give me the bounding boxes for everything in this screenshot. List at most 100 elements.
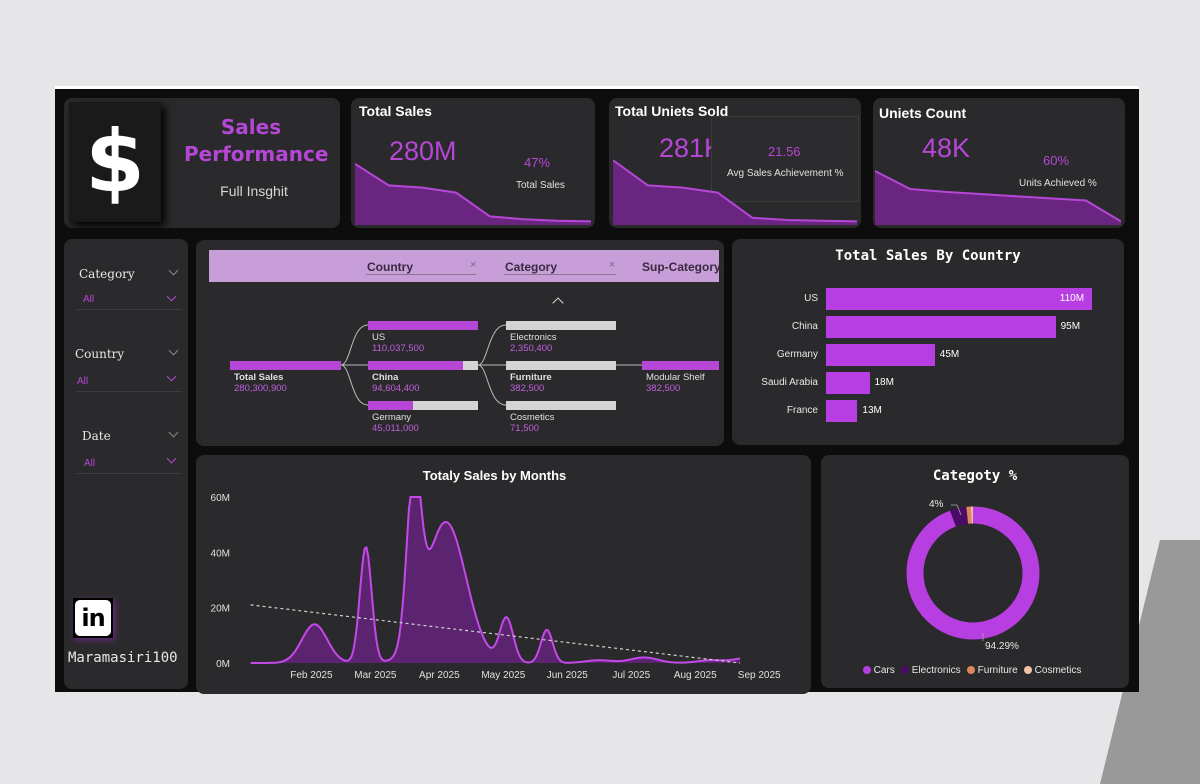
country-bar[interactable] bbox=[826, 372, 870, 394]
legend-label: Electronics bbox=[911, 665, 961, 676]
chart-title: Categoty % bbox=[932, 468, 1018, 484]
donut-label-small: 4% bbox=[929, 499, 944, 510]
monthly-area-chart[interactable]: 60M 40M 20M 0M Feb 2025 Mar 2025 Apr 2025 May 2… bbox=[196, 455, 811, 694]
legend-label: Cars bbox=[873, 665, 895, 676]
country-bar[interactable] bbox=[826, 400, 858, 422]
chart-title: Totaly Sales by Months bbox=[422, 468, 567, 483]
slicer-panel: Category All Country All Date All in Mar… bbox=[64, 239, 188, 689]
legend-item[interactable]: Cars bbox=[862, 665, 895, 676]
chevron-down-icon[interactable] bbox=[168, 265, 179, 276]
x-tick-label: Aug 2025 bbox=[674, 670, 717, 681]
country-label: US bbox=[804, 293, 818, 304]
category-donut-chart[interactable] bbox=[821, 455, 1129, 688]
tree-subcategory-value: 382,500 bbox=[646, 383, 681, 394]
tree-category-label: Electronics bbox=[510, 332, 557, 343]
kpi-percent-label: Avg Sales Achievement % bbox=[727, 168, 844, 179]
donut-label-big: 94.29% bbox=[985, 641, 1019, 652]
country-bar[interactable] bbox=[826, 344, 935, 366]
x-tick-label: May 2025 bbox=[481, 670, 525, 681]
area-fill bbox=[250, 497, 740, 663]
divider bbox=[504, 274, 616, 275]
tree-category-value: 382,500 bbox=[510, 383, 545, 394]
country-bar[interactable] bbox=[826, 316, 1056, 338]
tree-header-category[interactable]: Category bbox=[505, 260, 558, 274]
tree-root-value: 280,300,900 bbox=[234, 383, 287, 394]
chart-title: Total Sales By Country bbox=[835, 248, 1021, 264]
slicer-country-label: Country bbox=[75, 347, 125, 361]
kpi-area-fill bbox=[355, 163, 591, 225]
kpi-trend-area bbox=[613, 159, 857, 225]
kpi-card-units-sold[interactable]: Total Uniets Sold 281K 21.56 Avg Sales A… bbox=[609, 98, 861, 228]
tree-country-value: 94,604,400 bbox=[372, 383, 420, 394]
divider bbox=[366, 274, 476, 275]
slicer-category-value: All bbox=[83, 294, 95, 305]
area-line bbox=[250, 496, 741, 664]
country-chart-card: Total Sales By Country US 110M China 95M Ger… bbox=[732, 239, 1124, 445]
legend-item[interactable]: Electronics bbox=[900, 665, 961, 676]
tree-header-subcategory[interactable]: Sup-Category bbox=[642, 260, 721, 274]
legend-swatch bbox=[1023, 666, 1032, 674]
linkedin-handle[interactable]: Maramasiri100 bbox=[68, 650, 178, 666]
linkedin-icon[interactable]: in bbox=[73, 598, 113, 638]
legend-swatch bbox=[966, 666, 975, 674]
y-tick-label: 60M bbox=[211, 493, 230, 504]
kpi-percent: 21.56 bbox=[768, 144, 801, 159]
tree-root-label: Total Sales bbox=[234, 372, 284, 383]
tree-connectors bbox=[340, 324, 642, 406]
tree-country-bar[interactable] bbox=[368, 401, 478, 410]
kpi-card-units-count[interactable]: Uniets Count 48K 60% Units Achieved % bbox=[873, 98, 1125, 228]
tree-category-label: Cosmetics bbox=[510, 412, 555, 423]
kpi-area-line bbox=[613, 159, 857, 223]
country-label: Germany bbox=[776, 349, 818, 360]
tree-subcategory-bar[interactable] bbox=[642, 361, 719, 370]
tree-country-bar-fill bbox=[368, 321, 478, 330]
country-value-label: 45M bbox=[939, 349, 960, 360]
kpi-card-total-sales[interactable]: Total Sales 280M 47% Total Sales bbox=[351, 98, 595, 228]
x-tick-label: Mar 2025 bbox=[354, 670, 397, 681]
country-label: China bbox=[791, 321, 818, 332]
country-bar[interactable] bbox=[826, 288, 1092, 310]
legend-item[interactable]: Cosmetics bbox=[1023, 665, 1082, 676]
page-title-line1: Sales bbox=[220, 115, 282, 139]
close-icon[interactable]: × bbox=[609, 259, 616, 271]
kpi-percent-label: Total Sales bbox=[516, 180, 565, 191]
chart-legend: Cars Electronics Furniture Cosmetics bbox=[821, 665, 1129, 676]
slicer-country-dropdown[interactable] bbox=[76, 371, 182, 391]
kpi-percent-label: Units Achieved % bbox=[1019, 178, 1097, 189]
decomposition-tree: Country × Category × Sup-Category Total … bbox=[196, 240, 724, 446]
tree-category-value: 71,500 bbox=[510, 423, 540, 434]
label-leader bbox=[951, 504, 962, 516]
legend-swatch bbox=[862, 666, 871, 674]
close-icon[interactable]: × bbox=[470, 259, 477, 271]
donut-slice[interactable] bbox=[906, 506, 1040, 640]
kpi-overlay-box bbox=[711, 116, 859, 202]
tree-country-value: 45,011,000 bbox=[372, 423, 419, 434]
tree-header-country[interactable]: Country bbox=[367, 260, 413, 274]
divider bbox=[76, 309, 182, 310]
kpi-value: 280M bbox=[389, 136, 457, 166]
tree-subcategory-label: Modular Shelf bbox=[646, 372, 705, 383]
x-tick-label: Apr 2025 bbox=[419, 670, 460, 681]
tree-root-bar[interactable] bbox=[230, 361, 341, 370]
country-value-label: 110M bbox=[1059, 293, 1085, 304]
divider bbox=[76, 391, 182, 392]
slicer-category-label: Category bbox=[79, 267, 135, 281]
tree-country-label: US bbox=[372, 332, 386, 343]
legend-label: Cosmetics bbox=[1034, 665, 1082, 676]
donut-slice[interactable] bbox=[906, 506, 1040, 640]
chevron-down-icon[interactable] bbox=[168, 427, 179, 438]
category-donut-card: Categoty % 4% 94.29% Cars Electronics Furn… bbox=[821, 455, 1129, 688]
kpi-title: Total Sales bbox=[359, 103, 432, 119]
tree-category-bar[interactable] bbox=[506, 321, 616, 330]
legend-label: Furniture bbox=[977, 665, 1018, 676]
chevron-down-icon[interactable] bbox=[168, 345, 179, 356]
dashboard: $ Sales Performance Full Insghit Total S… bbox=[55, 86, 1139, 694]
tree-category-bar[interactable] bbox=[506, 401, 616, 410]
y-tick-label: 0M bbox=[216, 659, 230, 670]
tree-category-label: Furniture bbox=[510, 372, 552, 383]
x-tick-label: Jul 2025 bbox=[612, 670, 650, 681]
legend-item[interactable]: Furniture bbox=[966, 665, 1018, 676]
divider bbox=[76, 473, 182, 474]
page-subtitle: Full Insghit bbox=[220, 183, 288, 199]
tree-category-bar[interactable] bbox=[506, 361, 616, 370]
